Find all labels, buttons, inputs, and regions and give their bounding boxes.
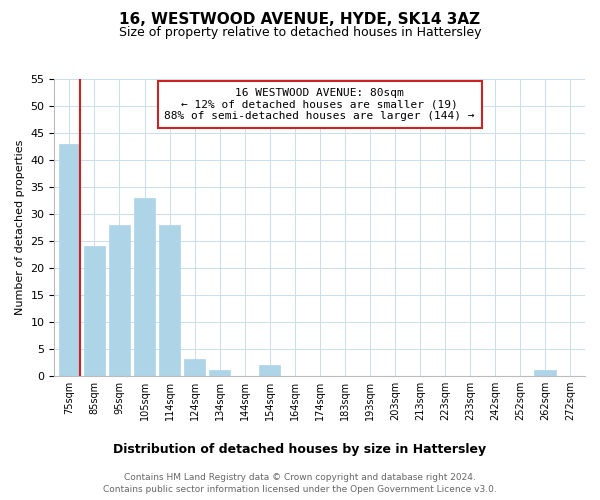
Bar: [109, 224, 130, 376]
Bar: [535, 370, 556, 376]
Bar: [209, 370, 230, 376]
Bar: [259, 365, 280, 376]
Text: Distribution of detached houses by size in Hattersley: Distribution of detached houses by size …: [113, 442, 487, 456]
Text: Contains HM Land Registry data © Crown copyright and database right 2024.: Contains HM Land Registry data © Crown c…: [124, 472, 476, 482]
Bar: [84, 246, 105, 376]
Y-axis label: Number of detached properties: Number of detached properties: [15, 140, 25, 315]
Bar: [59, 144, 80, 376]
Text: 16, WESTWOOD AVENUE, HYDE, SK14 3AZ: 16, WESTWOOD AVENUE, HYDE, SK14 3AZ: [119, 12, 481, 28]
Text: Size of property relative to detached houses in Hattersley: Size of property relative to detached ho…: [119, 26, 481, 39]
Text: 16 WESTWOOD AVENUE: 80sqm
← 12% of detached houses are smaller (19)
88% of semi-: 16 WESTWOOD AVENUE: 80sqm ← 12% of detac…: [164, 88, 475, 121]
Bar: [134, 198, 155, 376]
Bar: [159, 224, 180, 376]
Bar: [184, 360, 205, 376]
Text: Contains public sector information licensed under the Open Government Licence v3: Contains public sector information licen…: [103, 485, 497, 494]
